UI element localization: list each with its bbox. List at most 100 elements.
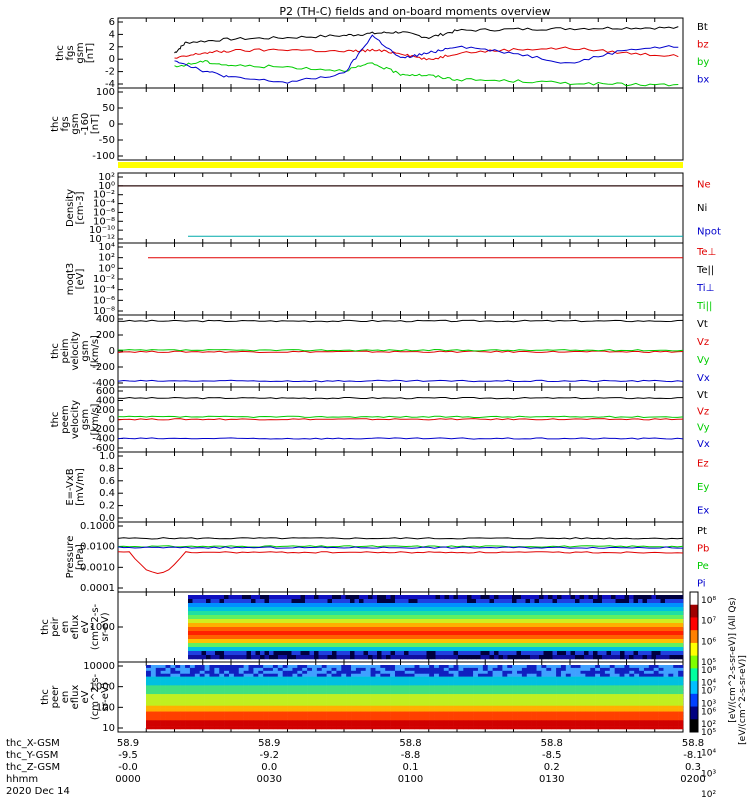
heatmap-cell: [525, 615, 531, 620]
heatmap-cell: [263, 723, 269, 727]
heatmap-cell: [351, 726, 357, 730]
heatmap-cell: [332, 643, 337, 648]
heatmap-cell: [287, 726, 293, 730]
heatmap-cell: [629, 595, 634, 600]
heatmap-cell: [579, 643, 585, 648]
heatmap-cell: [668, 694, 674, 698]
heatmap-cell: [300, 595, 306, 600]
heatmap-cell: [323, 619, 328, 624]
heatmap-cell: [326, 685, 332, 689]
heatmap-cell: [593, 631, 598, 636]
heatmap-cell: [552, 647, 558, 652]
heatmap-cell: [551, 705, 557, 709]
heatmap-cell: [199, 685, 205, 689]
heatmap-cell: [512, 619, 517, 624]
heatmap-cell: [248, 702, 254, 707]
heatmap-cell: [525, 595, 531, 600]
heatmap-cell: [165, 685, 171, 689]
heatmap-cell: [580, 711, 586, 715]
heatmap-cell: [453, 611, 459, 616]
heatmap-cell: [440, 635, 445, 640]
heatmap-cell: [502, 714, 508, 718]
heatmap-cell: [482, 714, 489, 718]
heatmap-cell: [512, 670, 518, 675]
y-axis-label: sr-eV): [100, 612, 111, 641]
heatmap-cell: [209, 670, 215, 675]
heatmap-cell: [255, 655, 261, 660]
heatmap-cell: [462, 655, 468, 660]
heatmap-cell: [282, 685, 288, 689]
heatmap-cell: [579, 607, 585, 612]
heatmap-cell: [370, 685, 376, 689]
heatmap-cell: [150, 699, 157, 704]
heatmap-cell: [316, 708, 323, 712]
heatmap-cell: [307, 708, 313, 712]
heatmap-cell: [282, 682, 288, 686]
heatmap-cell: [595, 720, 601, 724]
heatmap-cell: [219, 723, 225, 727]
heatmap-cell: [194, 667, 200, 672]
heatmap-cell: [429, 726, 435, 730]
heatmap-cell: [502, 667, 508, 672]
heatmap-cell: [492, 705, 498, 709]
heatmap-cell: [272, 720, 279, 724]
heatmap-cell: [580, 705, 586, 709]
heatmap-cell: [233, 655, 238, 660]
heatmap-cell: [424, 673, 430, 677]
heatmap-cell: [566, 603, 571, 608]
heatmap-cell: [634, 691, 640, 695]
heatmap-cell: [302, 702, 308, 707]
heatmap-cell: [473, 697, 479, 701]
heatmap-cell: [584, 619, 589, 624]
heatmap-cell: [282, 723, 288, 727]
heatmap-cell: [517, 665, 523, 669]
heatmap-cell: [468, 676, 474, 680]
heatmap-cell: [468, 708, 474, 712]
heatmap-cell: [219, 711, 225, 715]
heatmap-cell: [248, 714, 254, 718]
heatmap-cell: [536, 723, 542, 727]
heatmap-cell: [296, 643, 301, 648]
heatmap-cell: [272, 699, 279, 704]
heatmap-cell: [359, 639, 364, 644]
heatmap-cell: [487, 723, 493, 727]
heatmap-cell: [552, 607, 558, 612]
heatmap-cell: [531, 723, 537, 727]
heatmap-cell: [291, 623, 297, 628]
heatmap-cell: [287, 607, 292, 612]
heatmap-cell: [602, 623, 607, 628]
heatmap-cell: [155, 685, 161, 689]
heatmap-cell: [647, 619, 652, 624]
heatmap-cell: [651, 611, 657, 616]
heatmap-cell: [557, 651, 562, 656]
heatmap-cell: [326, 726, 332, 730]
heatmap-cell: [277, 726, 283, 730]
heatmap-cell: [611, 603, 616, 608]
heatmap-cell: [194, 691, 200, 695]
heatmap-cell: [318, 595, 324, 600]
heatmap-cell: [653, 670, 659, 675]
heatmap-cell: [264, 599, 270, 604]
heatmap-cell: [360, 697, 366, 701]
heatmap-cell: [526, 711, 532, 715]
heatmap-cell: [321, 665, 327, 669]
heatmap-cell: [185, 697, 191, 701]
heatmap-cell: [346, 723, 352, 727]
heatmap-cell: [316, 685, 323, 689]
heatmap-cell: [385, 697, 391, 701]
heatmap-cell: [206, 607, 211, 612]
heatmap-cell: [201, 607, 207, 612]
heatmap-cell: [331, 667, 337, 672]
heatmap-cell: [480, 643, 486, 648]
heatmap-cell: [336, 691, 342, 695]
heatmap-cell: [575, 726, 581, 730]
heatmap-cell: [561, 603, 567, 608]
heatmap-cell: [243, 705, 249, 709]
heatmap-cell: [368, 607, 373, 612]
heatmap-cell: [494, 619, 499, 624]
heatmap-cell: [620, 631, 625, 636]
heatmap-cell: [440, 615, 445, 620]
heatmap-cell: [214, 682, 220, 686]
heatmap-cell: [614, 679, 620, 683]
